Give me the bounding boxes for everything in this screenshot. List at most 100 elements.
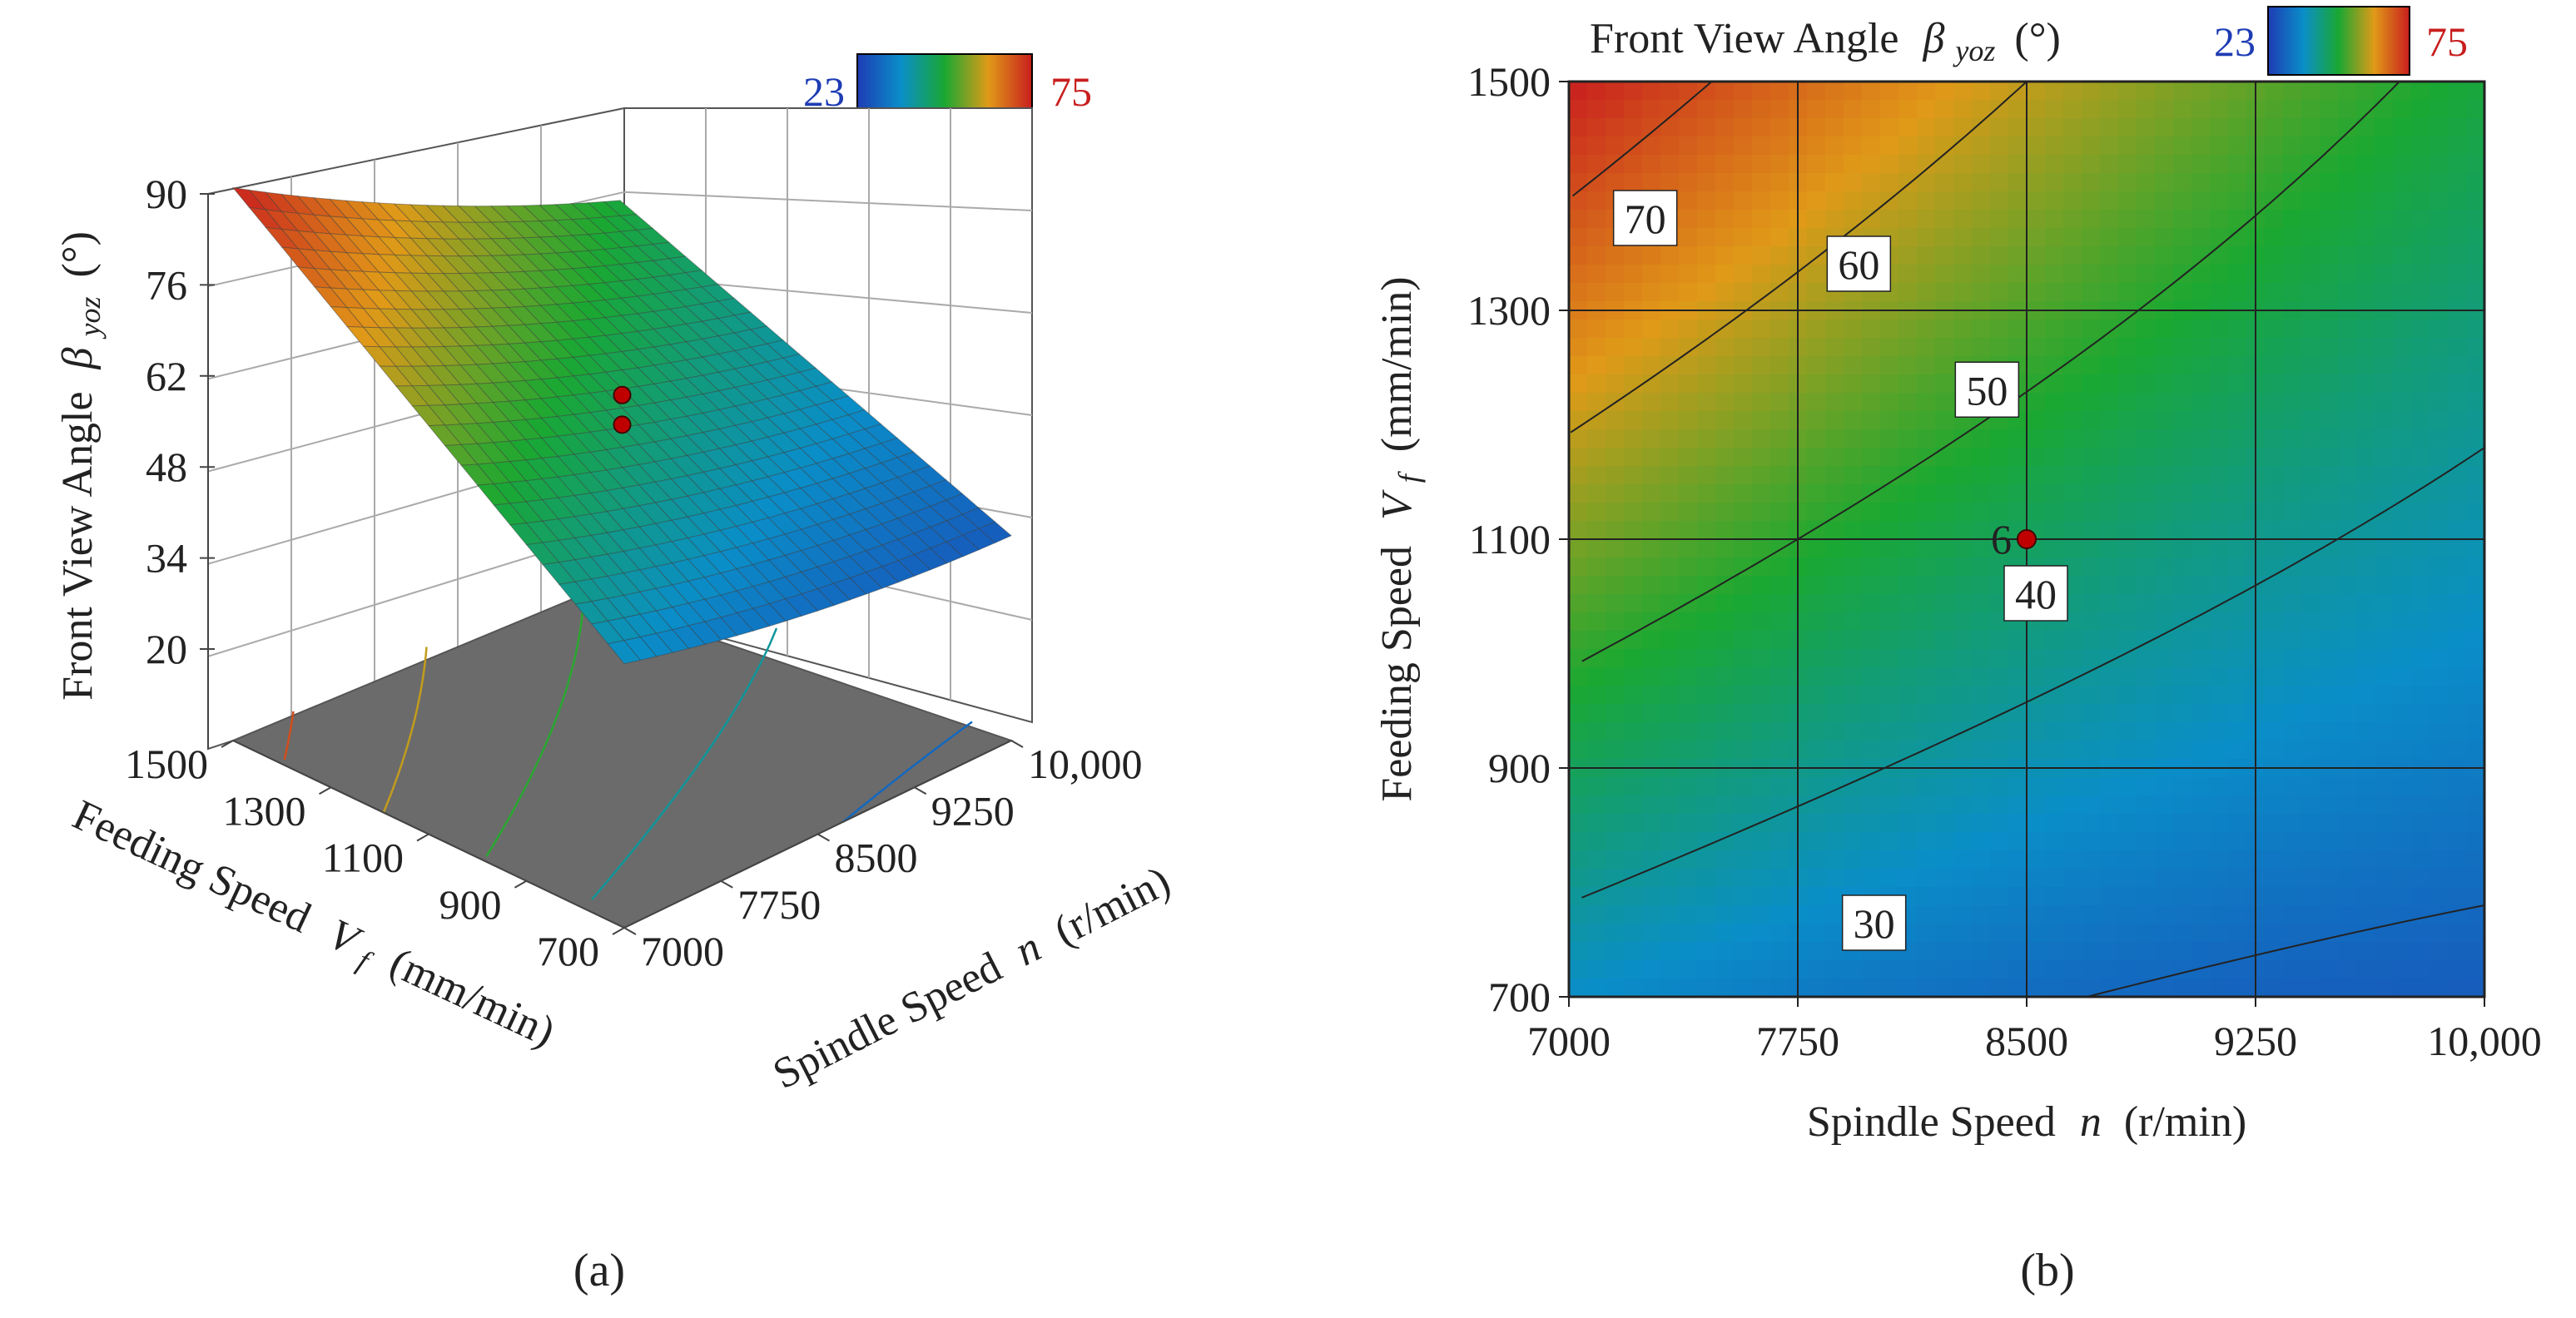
heatmap-cell — [1715, 649, 1735, 668]
heatmap-cell — [1606, 246, 1625, 265]
heatmap-cell — [2283, 905, 2302, 924]
heatmap-cell — [1990, 832, 2009, 851]
heatmap-cell — [1679, 118, 1698, 137]
heatmap-cell — [2191, 539, 2211, 558]
heatmap-cell — [1624, 484, 1643, 503]
heatmap-cell — [1953, 100, 1973, 119]
heatmap-cell — [1880, 374, 1899, 394]
heatmap-cell — [1990, 649, 2009, 668]
heatmap-cell — [2411, 667, 2430, 686]
heatmap-cell — [1606, 704, 1625, 723]
heatmap-cell — [2393, 118, 2412, 137]
heatmap-cell — [2265, 704, 2284, 723]
heatmap-cell — [2027, 210, 2046, 229]
heatmap-cell — [1569, 100, 1588, 119]
contour-title-unit: (°) — [2014, 15, 2060, 62]
heatmap-cell — [2375, 374, 2394, 394]
heatmap-cell — [2393, 576, 2412, 595]
heatmap-cell — [1898, 539, 1918, 558]
heatmap-cell — [2338, 283, 2357, 302]
heatmap-cell — [1697, 686, 1716, 705]
heatmap-cell — [1624, 118, 1643, 137]
heatmap-cell — [2320, 118, 2339, 137]
heatmap-cell — [1844, 338, 1863, 357]
heatmap-cell — [2356, 960, 2375, 979]
heatmap-cell — [2045, 722, 2064, 741]
heatmap-cell — [2448, 393, 2467, 412]
heatmap-cell — [1898, 979, 1918, 997]
heatmap-cell — [2375, 979, 2394, 997]
heatmap-cell — [1642, 136, 1661, 156]
heatmap-cell — [2228, 539, 2247, 558]
heatmap-cell — [1569, 173, 1588, 192]
heatmap-cell — [2210, 979, 2229, 997]
heatmap-cell — [1569, 722, 1588, 741]
heatmap-cell — [2448, 795, 2467, 815]
heatmap-cell — [2045, 704, 2064, 723]
surface-patch — [394, 236, 429, 256]
heatmap-cell — [1697, 100, 1716, 119]
heatmap-cell — [1972, 448, 1991, 467]
heatmap-cell — [1844, 686, 1863, 705]
heatmap-cell — [2320, 631, 2339, 650]
heatmap-cell — [2063, 118, 2082, 137]
surface-patch — [607, 640, 642, 665]
heatmap-cell — [1972, 118, 1991, 137]
spindle-tick — [720, 879, 733, 889]
heatmap-cell — [2063, 795, 2082, 815]
heatmap-cell — [2063, 466, 2082, 485]
heatmap-cell — [2301, 246, 2320, 265]
heatmap-cell — [2375, 869, 2394, 888]
heatmap-cell — [1606, 356, 1625, 375]
heatmap-cell — [2411, 320, 2430, 339]
heatmap-cell — [1770, 246, 1789, 265]
heatmap-cell — [1697, 356, 1716, 375]
heatmap-cell — [1752, 631, 1771, 650]
heatmap-cell — [1587, 173, 1606, 192]
heatmap-cell — [1935, 393, 1954, 412]
heatmap-cell — [2411, 704, 2430, 723]
heatmap-cell — [1587, 82, 1606, 101]
heatmap-cell — [2338, 594, 2357, 613]
heatmap-cell — [1642, 539, 1661, 558]
heatmap-cell — [1569, 649, 1588, 668]
heatmap-cell — [2411, 649, 2430, 668]
heatmap-cell — [1715, 576, 1735, 595]
heatmap-cell — [2173, 338, 2192, 357]
heatmap-cell — [1660, 466, 1680, 485]
heatmap-cell — [1972, 631, 1991, 650]
heatmap-cell — [2283, 228, 2302, 247]
heatmap-cell — [2301, 118, 2320, 137]
heatmap-cell — [1917, 393, 1936, 412]
heatmap-cell — [2137, 484, 2156, 503]
heatmap-cell — [1844, 173, 1863, 192]
heatmap-cell — [1770, 539, 1789, 558]
heatmap-cell — [2008, 905, 2028, 924]
heatmap-cell — [1770, 814, 1789, 833]
heatmap-cell — [1807, 136, 1826, 156]
heatmap-cell — [1752, 466, 1771, 485]
heatmap-cell — [1972, 741, 1991, 760]
heatmap-cell — [2375, 521, 2394, 540]
heatmap-cell — [2411, 850, 2430, 870]
heatmap-cell — [2448, 686, 2467, 705]
heatmap-cell — [1697, 905, 1716, 924]
heatmap-cell — [1935, 686, 1954, 705]
heatmap-cell — [2393, 612, 2412, 632]
heatmap-cell — [1880, 832, 1899, 851]
heatmap-cell — [1770, 686, 1789, 705]
spindle-tick-label: 10,000 — [1028, 741, 1143, 787]
heatmap-cell — [1624, 374, 1643, 394]
heatmap-cell — [1898, 228, 1918, 247]
heatmap-cell — [2100, 667, 2119, 686]
heatmap-cell — [1935, 320, 1954, 339]
heatmap-cell — [2137, 832, 2156, 851]
heatmap-cell — [2301, 374, 2320, 394]
heatmap-cell — [1935, 850, 1954, 870]
heatmap-cell — [1770, 960, 1789, 979]
heatmap-cell — [1679, 265, 1698, 284]
heatmap-cell — [1642, 484, 1661, 503]
heatmap-cell — [2100, 576, 2119, 595]
heatmap-cell — [1953, 905, 1973, 924]
heatmap-cell — [1679, 667, 1698, 686]
